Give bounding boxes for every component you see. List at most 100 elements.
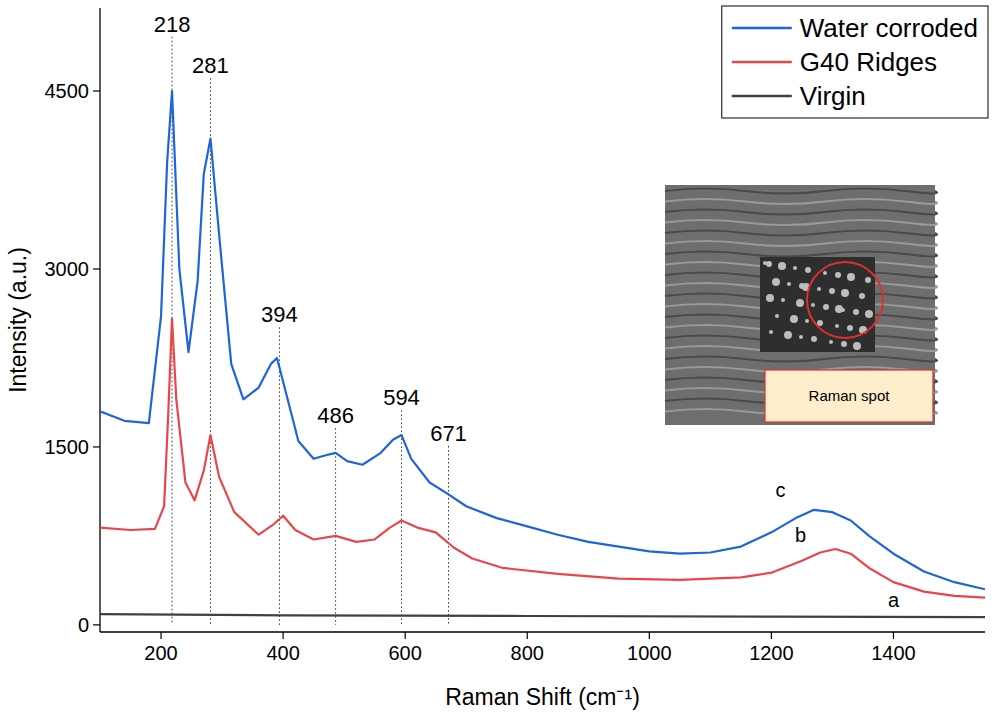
x-tick (283, 632, 284, 639)
curve-label: b (795, 524, 806, 546)
inset-texture (793, 266, 797, 270)
inset-texture (769, 330, 773, 334)
x-tick-label: 200 (144, 642, 177, 664)
inset-texture (766, 294, 774, 302)
inset-texture (853, 342, 861, 350)
inset-texture (847, 325, 853, 331)
inset-texture (665, 252, 937, 257)
x-axis (100, 631, 985, 632)
inset-texture (784, 331, 792, 339)
y-axis-title: Intensity (a.u.) (5, 247, 31, 393)
peak-guide (335, 428, 336, 625)
x-tick-label: 600 (388, 642, 421, 664)
series-line (100, 91, 985, 589)
inset-texture (853, 309, 859, 315)
peak-label: 394 (261, 302, 298, 327)
inset-texture (841, 308, 845, 312)
y-tick-label: 4500 (45, 80, 90, 102)
raman-spot-circle (807, 262, 883, 338)
x-tick (527, 632, 528, 639)
legend-label: Water corroded (800, 13, 978, 43)
inset-texture (811, 303, 815, 307)
y-axis (99, 8, 100, 632)
inset-texture (817, 320, 823, 326)
inset-label-box (765, 370, 933, 422)
y-tick (93, 268, 100, 269)
legend-swatch (732, 95, 792, 98)
inset-texture (841, 289, 849, 297)
inset-texture (778, 262, 786, 270)
inset: Raman spot (665, 185, 937, 425)
inset-texture (775, 314, 779, 318)
inset-texture (772, 278, 780, 286)
x-tick-label: 400 (266, 642, 299, 664)
y-tick (93, 90, 100, 91)
legend-swatch (732, 27, 792, 30)
inset-texture (859, 293, 865, 299)
peak-label: 281 (192, 53, 229, 78)
inset-texture (766, 261, 772, 267)
inset-texture (823, 271, 827, 275)
peak-guide (210, 78, 211, 625)
inset-texture (665, 283, 937, 288)
inset-texture (665, 220, 937, 225)
series-group (100, 91, 985, 617)
x-tick (893, 632, 894, 639)
chart: 200 400 600 800 1000 1200 1400 0 1500 3000 4500 Ram… (0, 0, 996, 722)
inset-corroded-area (760, 257, 875, 352)
curve-label: a (888, 589, 900, 611)
inset-texture (665, 189, 937, 194)
peak-label: 594 (383, 385, 420, 410)
inset-texture (665, 357, 937, 362)
y-tick-label: 1500 (45, 436, 90, 458)
inset-texture (829, 288, 835, 294)
y-tick (93, 624, 100, 625)
x-tick (771, 632, 772, 639)
peak-guide (401, 410, 402, 624)
inset-texture (665, 231, 937, 236)
x-tick-label: 1200 (749, 642, 794, 664)
inset-texture (841, 341, 847, 347)
peak-guide (448, 446, 449, 625)
curve-label: c (776, 479, 786, 501)
x-tick (405, 632, 406, 639)
inset-texture (829, 340, 833, 344)
inset-texture (799, 335, 803, 339)
inset-texture (865, 277, 871, 283)
y-tick-label: 0 (78, 614, 89, 636)
inset-label: Raman spot (809, 387, 891, 404)
x-tick (649, 632, 650, 639)
inset-texture (790, 315, 798, 323)
peak-label: 218 (154, 12, 191, 37)
legend-swatch (732, 61, 792, 64)
series-line (100, 614, 985, 617)
x-tick-label: 1000 (627, 642, 672, 664)
x-axis-title: Raman Shift (cm⁻¹) (445, 684, 640, 710)
inset-texture (805, 267, 811, 273)
x-tick-label: 800 (511, 642, 544, 664)
inset-texture (823, 304, 829, 310)
inset-texture (811, 336, 817, 342)
inset-texture (796, 299, 804, 307)
legend-label: Virgin (800, 81, 866, 111)
x-tick (160, 632, 161, 639)
x-tick-label: 1400 (871, 642, 916, 664)
inset-texture (835, 324, 839, 328)
peak-label: 486 (317, 403, 354, 428)
peak-label: 671 (430, 421, 467, 446)
inset-texture (787, 282, 791, 286)
inset-texture (805, 319, 809, 323)
legend-label: G40 Ridges (800, 47, 937, 77)
inset-texture (665, 199, 937, 204)
inset-texture (781, 298, 785, 302)
y-tick-label: 3000 (45, 258, 90, 280)
legend: Water corroded G40 Ridges Virgin (722, 6, 988, 118)
inset-texture (665, 210, 937, 215)
inset-texture (847, 273, 855, 281)
legend-box (722, 6, 988, 118)
inset-texture (835, 272, 841, 278)
y-tick (93, 446, 100, 447)
inset-texture (665, 241, 937, 246)
inset-texture (865, 310, 873, 318)
inset-texture (817, 287, 821, 291)
